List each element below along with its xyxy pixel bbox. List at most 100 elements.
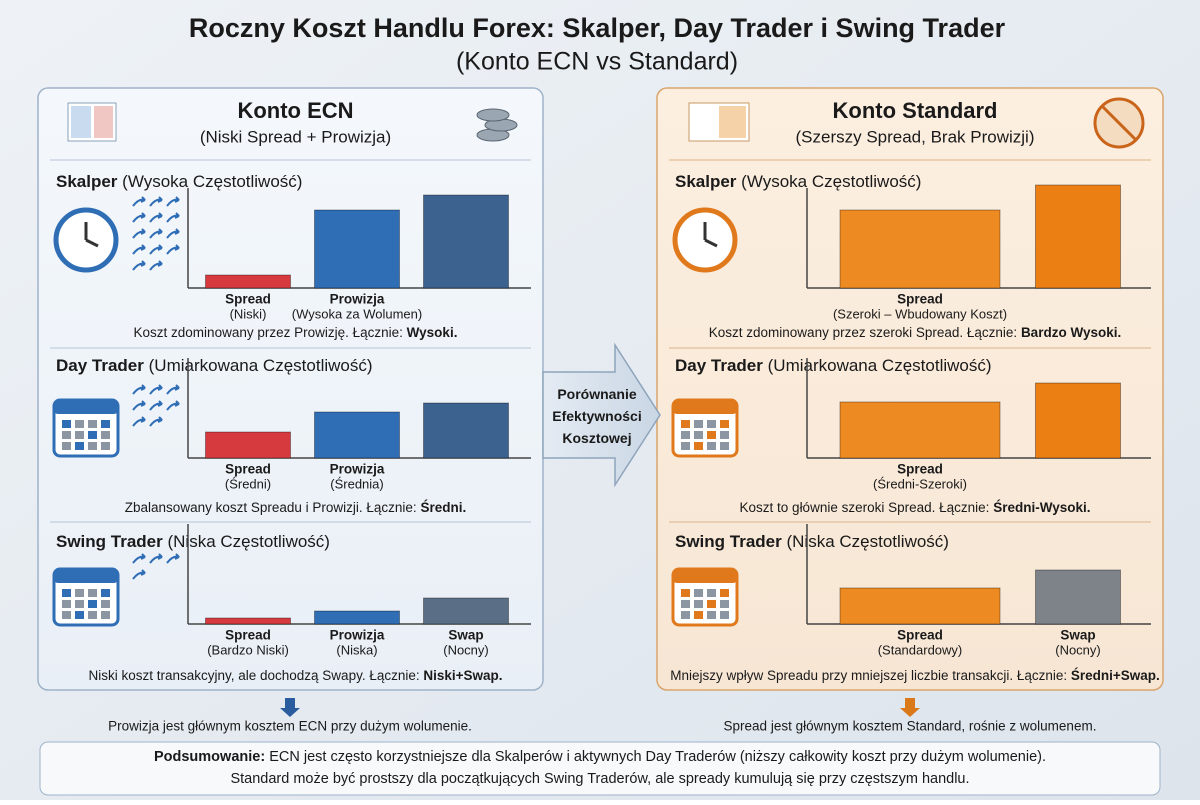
calendar-day <box>101 589 110 597</box>
trade-arrow <box>132 212 146 223</box>
bar-label: Prowizja <box>330 292 385 307</box>
calendar-header <box>673 400 737 414</box>
bar-label: Spread <box>225 628 271 643</box>
comparison-word: Porównanie <box>557 386 637 402</box>
icon-slash <box>1100 104 1138 142</box>
bar <box>314 209 400 289</box>
trade-arrow <box>149 416 163 427</box>
calendar-day <box>720 431 729 439</box>
calendar-day <box>720 442 729 450</box>
trade-arrow <box>132 384 146 395</box>
bar <box>1035 382 1121 459</box>
calendar-day <box>694 420 703 428</box>
calendar-day <box>707 420 716 428</box>
calendar-day <box>694 442 703 450</box>
calendar-day <box>707 600 716 608</box>
icon-spread-fill <box>719 106 746 138</box>
trade-arrow <box>132 416 146 427</box>
panel-title: Konto ECN <box>237 98 353 123</box>
calendar-day <box>75 420 84 428</box>
section-note: Mniejszy wpływ Spreadu przy mniejszej li… <box>670 668 1160 683</box>
trader-frequency: (Wysoka Częstotliwość) <box>741 172 921 191</box>
summary-line2: Standard może być prostszy dla początkuj… <box>230 771 969 787</box>
summary-box <box>39 741 1161 796</box>
summary-text: ECN jest często korzystniejsze dla Skalp… <box>269 749 1046 765</box>
trade-arrow <box>149 384 163 395</box>
comparison-word: Kosztowej <box>562 430 631 446</box>
trade-arrow <box>132 400 146 411</box>
calendar-day <box>88 420 97 428</box>
trade-arrow <box>132 553 146 564</box>
note-text: Mniejszy wpływ Spreadu przy mniejszej li… <box>670 668 1067 683</box>
calendar-day <box>101 431 110 439</box>
bar <box>1035 569 1121 625</box>
bar <box>1035 184 1121 289</box>
section-title: Swing Trader (Niska Częstotliwość) <box>56 532 330 551</box>
calendar-day <box>101 420 110 428</box>
trade-arrow <box>166 196 180 207</box>
calendar-day <box>681 600 690 608</box>
calendar-day <box>681 431 690 439</box>
calendar-header <box>54 400 118 414</box>
panel-title: Konto Standard <box>833 98 998 123</box>
trade-arrow <box>132 228 146 239</box>
trade-arrow <box>149 196 163 207</box>
calendar-day <box>88 589 97 597</box>
clock-hand <box>85 238 99 248</box>
trader-frequency: (Umiarkowana Częstotliwość) <box>149 356 373 375</box>
note-total: Średni. <box>420 500 466 515</box>
bar-label: Spread <box>897 292 943 307</box>
bar-label: Swap <box>1060 628 1095 643</box>
bar-sublabel: (Średni-Szeroki) <box>873 476 967 491</box>
calendar-day <box>681 420 690 428</box>
comparison-word: Efektywności <box>552 408 641 424</box>
calendar-day <box>707 589 716 597</box>
calendar-day <box>694 431 703 439</box>
section-note: Zbalansowany koszt Spreadu i Prowizji. Ł… <box>125 500 466 515</box>
trader-name: Skalper <box>675 172 737 191</box>
bar <box>423 597 509 625</box>
bar-sublabel: (Standardowy) <box>878 642 963 657</box>
summary-label: Podsumowanie: <box>154 749 265 765</box>
calendar-day <box>75 611 84 619</box>
footer-arrow <box>280 698 300 717</box>
footer-note: Prowizja jest głównym kosztem ECN przy d… <box>108 719 472 734</box>
bar-label: Prowizja <box>330 462 385 477</box>
bar-sublabel: (Nocny) <box>1055 642 1101 657</box>
bar-sublabel: (Niska) <box>336 642 377 657</box>
section-title: Skalper (Wysoka Częstotliwość) <box>56 172 302 191</box>
title: Roczny Koszt Handlu Forex: Skalper, Day … <box>189 13 1006 43</box>
trade-arrow <box>149 228 163 239</box>
calendar-day <box>62 589 71 597</box>
section-note: Koszt zdominowany przez szeroki Spread. … <box>709 325 1121 340</box>
calendar-day <box>101 611 110 619</box>
calendar-day <box>75 589 84 597</box>
trade-arrow <box>166 553 180 564</box>
trade-arrow <box>166 244 180 255</box>
note-text: Zbalansowany koszt Spreadu i Prowizji. Ł… <box>125 500 417 515</box>
calendar-day <box>720 611 729 619</box>
calendar-day <box>681 611 690 619</box>
calendar-day <box>88 600 97 608</box>
subtitle: (Konto ECN vs Standard) <box>456 48 738 76</box>
bar-label: Spread <box>897 628 943 643</box>
bar <box>423 402 509 459</box>
trader-name: Swing Trader <box>56 532 163 551</box>
note-total: Bardzo Wysoki. <box>1021 325 1121 340</box>
calendar-day <box>75 431 84 439</box>
trader-frequency: (Wysoka Częstotliwość) <box>122 172 302 191</box>
bar <box>205 274 291 289</box>
bar <box>839 209 1001 289</box>
bar-label: Prowizja <box>330 628 385 643</box>
footer-note: Spread jest głównym kosztem Standard, ro… <box>724 719 1097 734</box>
summary-line1: Podsumowanie: ECN jest często korzystnie… <box>154 749 1046 765</box>
trader-name: Day Trader <box>56 356 144 375</box>
trade-arrow <box>149 212 163 223</box>
note-total: Niski+Swap. <box>423 668 502 683</box>
calendar-day <box>707 611 716 619</box>
section-note: Koszt to głównie szeroki Spread. Łącznie… <box>740 500 1091 515</box>
bar <box>423 194 509 289</box>
icon-s <box>94 106 113 138</box>
calendar-day <box>720 589 729 597</box>
trade-arrow <box>132 196 146 207</box>
